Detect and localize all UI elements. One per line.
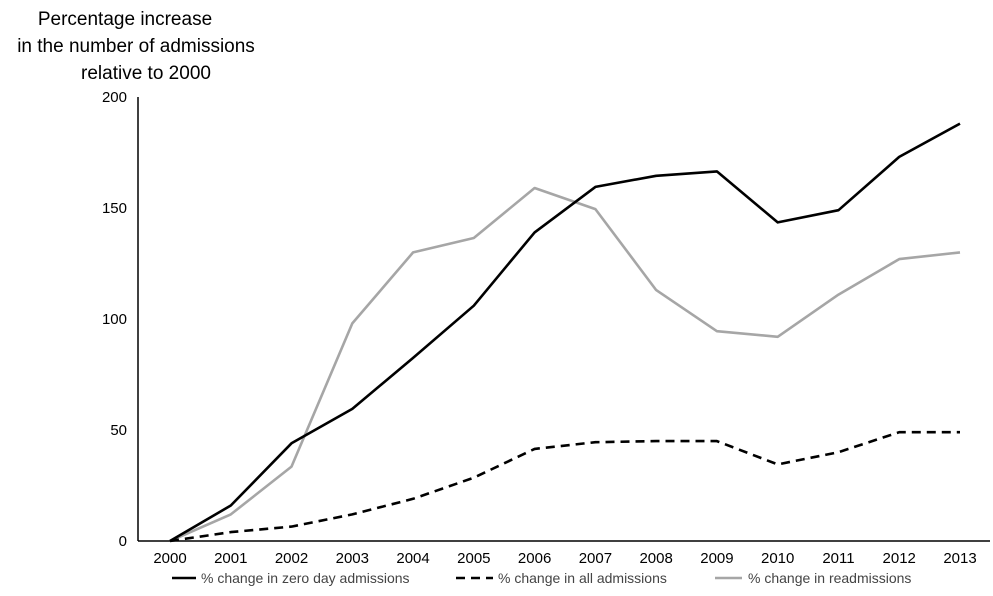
legend-label-0: % change in zero day admissions [201,570,410,586]
legend-label-1: % change in all admissions [498,570,667,586]
y-axis-title: Percentage increase in the number of adm… [17,9,255,84]
x-tick-label: 2011 [822,550,854,567]
x-tick-label: 2005 [457,550,490,567]
y-tick-label: 100 [102,311,127,328]
x-tick-label: 2001 [214,550,247,567]
x-tick-label: 2004 [396,550,429,567]
x-tick-label: 2000 [153,550,186,567]
x-tick-label: 2010 [761,550,794,567]
legend-label-2: % change in readmissions [748,570,911,586]
y-axis-title-line-2: in the number of admissions [17,36,255,57]
x-tick-label: 2009 [700,550,733,567]
series-line-0 [169,122,961,543]
y-tick-label: 150 [102,200,127,217]
series-line-1 [169,430,960,543]
x-tick-labels: 2000 2001 2002 2003 2004 2005 2006 2007 2008 2009… [153,550,976,567]
y-tick-label: 50 [110,422,127,439]
series-lines [169,122,961,543]
y-axis-title-line-3: relative to 2000 [81,63,211,84]
x-tick-label: 2012 [883,550,916,567]
y-tick-label: 0 [119,533,127,550]
series-line-2 [169,186,961,543]
y-tick-labels: 0 50 100 150 200 [102,89,127,550]
axes [137,97,990,542]
y-tick-label: 200 [102,89,127,106]
x-tick-label: 2008 [639,550,672,567]
x-tick-label: 2002 [275,550,308,567]
legend: % change in zero day admissions % change … [172,570,911,586]
x-tick-label: 2007 [579,550,612,567]
x-tick-label: 2006 [518,550,551,567]
x-tick-label: 2013 [943,550,976,567]
y-axis-title-line-1: Percentage increase [38,9,212,30]
x-tick-label: 2003 [336,550,369,567]
